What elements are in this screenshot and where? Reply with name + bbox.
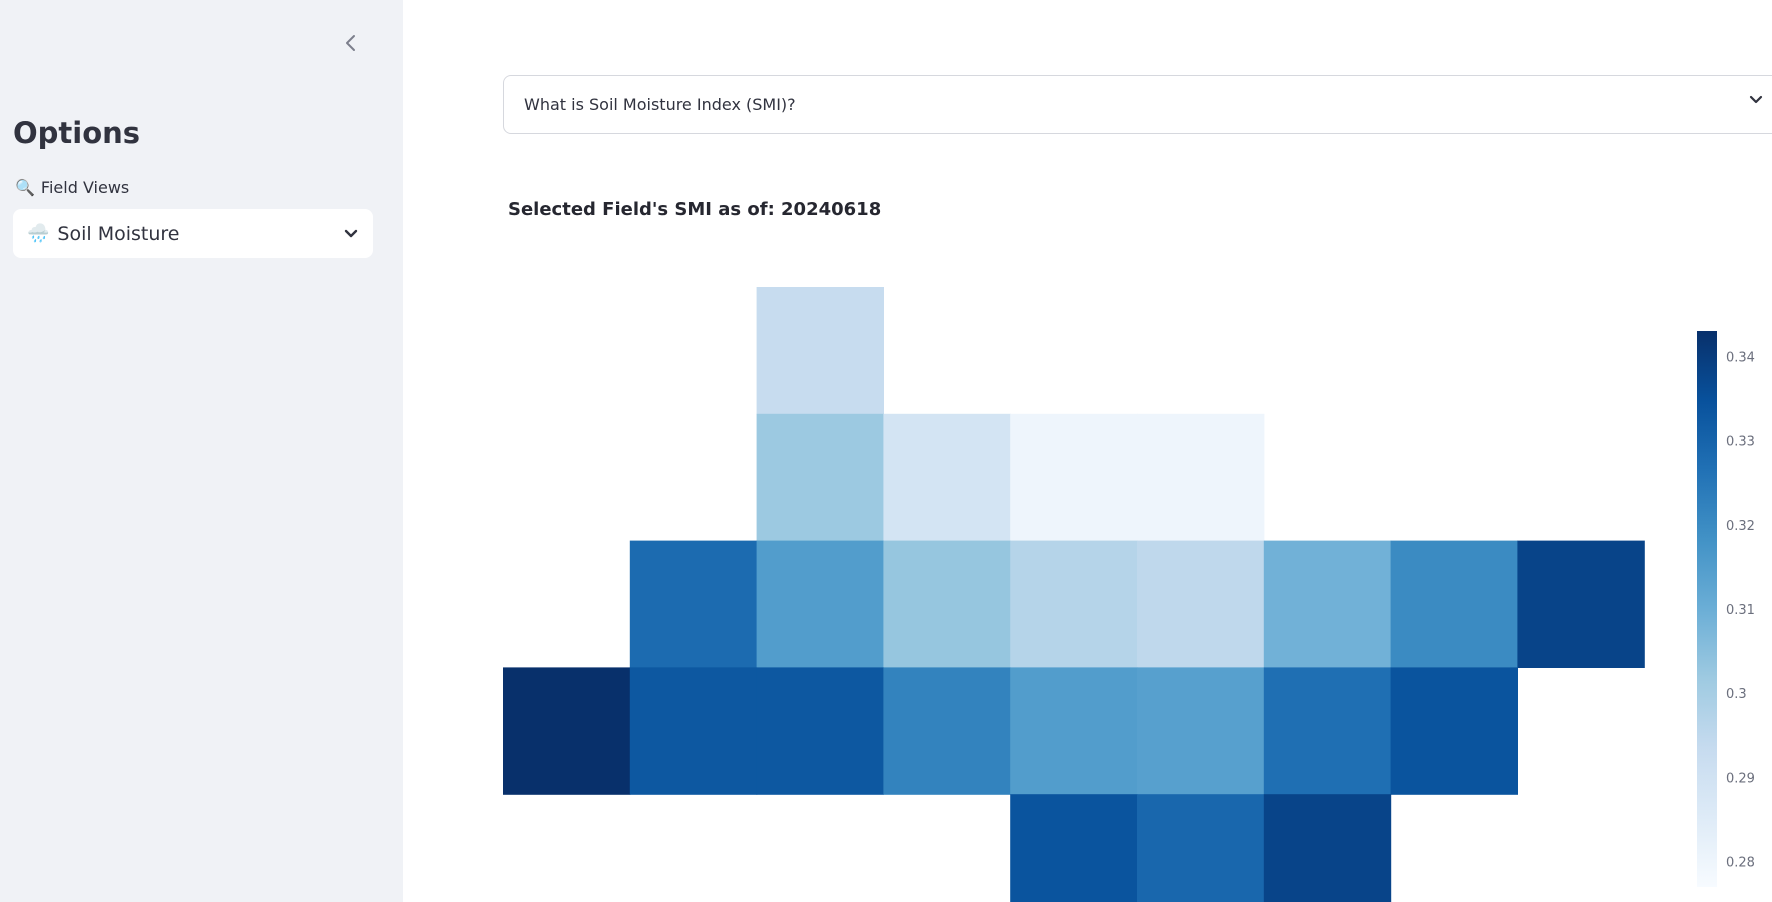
heatmap-cell [1137, 794, 1265, 902]
colorbar [1697, 331, 1717, 887]
heatmap-cell [756, 413, 884, 542]
heatmap-cell [503, 667, 631, 795]
heatmap-cell [756, 667, 884, 795]
heatmap-cell [883, 540, 1011, 668]
heatmap-cell [1137, 540, 1265, 668]
field-view-select-value: Soil Moisture [57, 222, 180, 245]
smi-info-expander[interactable]: What is Soil Moisture Index (SMI)? [503, 75, 1772, 134]
collapse-sidebar-button[interactable] [334, 26, 368, 60]
heatmap-cell [1263, 540, 1392, 668]
field-view-select[interactable]: 🌧️ Soil Moisture [13, 209, 373, 258]
heatmap-cell [629, 540, 758, 668]
expander-chevron-down-icon [1749, 95, 1763, 104]
heatmap-cell [756, 540, 884, 668]
chevron-down-icon [344, 229, 358, 237]
rain-cloud-icon: 🌧️ [27, 223, 50, 244]
heatmap-cell [1263, 794, 1392, 902]
heatmap-cell [1010, 667, 1138, 795]
heatmap-cell [1517, 540, 1645, 668]
heatmap-cell [883, 413, 1011, 542]
colorbar-tick-label: 0.31 [1726, 603, 1755, 618]
heatmap-cell [883, 667, 1011, 795]
expander-label: What is Soil Moisture Index (SMI)? [524, 95, 796, 114]
heatmap-cell [1137, 413, 1265, 542]
colorbar-tick-label: 0.33 [1726, 435, 1755, 450]
colorbar-ticks: 0.34 0.33 0.32 0.31 0.3 0.29 0.28 [1726, 350, 1755, 870]
colorbar-tick-label: 0.29 [1726, 772, 1755, 787]
heatmap-cell [1010, 794, 1138, 902]
sidebar: Options 🔍 Field Views 🌧️ Soil Moisture [0, 0, 403, 902]
chevron-left-icon [346, 35, 355, 51]
heatmap-cell [1263, 667, 1392, 795]
heatmap-cells [503, 287, 1645, 902]
colorbar-tick-label: 0.3 [1726, 687, 1747, 702]
field-views-label: 🔍 Field Views [15, 178, 129, 197]
sidebar-title: Options [13, 116, 141, 150]
heatmap-cell [1390, 540, 1518, 668]
chart-title: Selected Field's SMI as of: 20240618 [508, 199, 882, 220]
colorbar-tick-label: 0.34 [1726, 350, 1755, 365]
field-views-text: Field Views [40, 178, 130, 197]
colorbar-tick-label: 0.28 [1726, 856, 1755, 871]
heatmap-cell [1010, 413, 1138, 542]
heatmap-cell [756, 287, 884, 415]
heatmap-cell [1137, 667, 1265, 795]
colorbar-tick-label: 0.32 [1726, 519, 1755, 534]
heatmap-cell [1010, 540, 1138, 668]
magnifier-icon: 🔍 [15, 178, 35, 197]
heatmap-cell [629, 667, 758, 795]
heatmap-cell [1390, 667, 1518, 795]
